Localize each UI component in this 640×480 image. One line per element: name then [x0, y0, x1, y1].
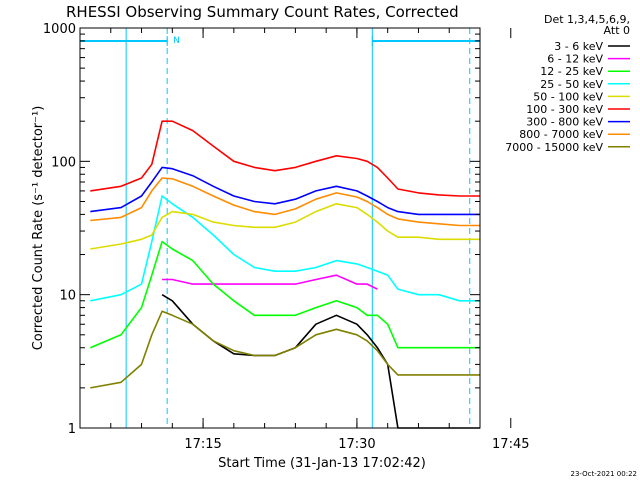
legend-entry-label: 7000 - 15000 keV — [505, 141, 603, 154]
flag-label: N — [173, 36, 180, 46]
y-tick-label: 100 — [51, 155, 76, 170]
legend-entry-label: 12 - 25 keV — [540, 65, 603, 78]
series-line-2 — [89, 240, 480, 349]
series-line-5 — [90, 120, 480, 197]
series-line-0 — [161, 294, 480, 429]
y-tick-label: 1000 — [43, 22, 76, 37]
series-line-4 — [90, 203, 480, 250]
legend-entry-label: 300 - 800 keV — [526, 116, 603, 129]
series-line-3 — [90, 195, 480, 302]
legend-header: Att 0 — [604, 24, 630, 37]
x-axis-label: Start Time (31-Jan-13 17:02:42) — [218, 456, 426, 471]
y-axis-label: Corrected Count Rate (s⁻¹ detector⁻¹) — [31, 106, 46, 351]
series-line-6 — [90, 166, 480, 216]
chart-title: RHESSI Observing Summary Count Rates, Co… — [66, 3, 459, 21]
y-tick-label: 10 — [59, 289, 76, 304]
x-tick-label: 17:15 — [184, 437, 221, 452]
legend-entry-label: 6 - 12 keV — [547, 53, 603, 66]
legend-entry-label: 3 - 6 keV — [554, 40, 603, 53]
series-line-8 — [90, 310, 480, 389]
series-line-1 — [162, 274, 378, 290]
legend-entry-label: 800 - 7000 keV — [519, 128, 603, 141]
legend-entry-label: 25 - 50 keV — [540, 78, 603, 91]
y-tick-label: 1 — [68, 422, 76, 437]
legend-entry-label: 100 - 300 keV — [526, 103, 603, 116]
plot-area: N — [79, 28, 481, 429]
series-line-7 — [90, 177, 480, 227]
legend-entry-label: 50 - 100 keV — [533, 90, 603, 103]
legend-header: Det 1,3,4,5,6,9, — [544, 13, 630, 26]
plot-frame — [79, 27, 481, 429]
x-tick-label: 17:30 — [338, 437, 375, 452]
x-tick-label: 17:45 — [492, 437, 529, 452]
footer-timestamp: 23-Oct-2021 00:22 — [571, 470, 637, 478]
